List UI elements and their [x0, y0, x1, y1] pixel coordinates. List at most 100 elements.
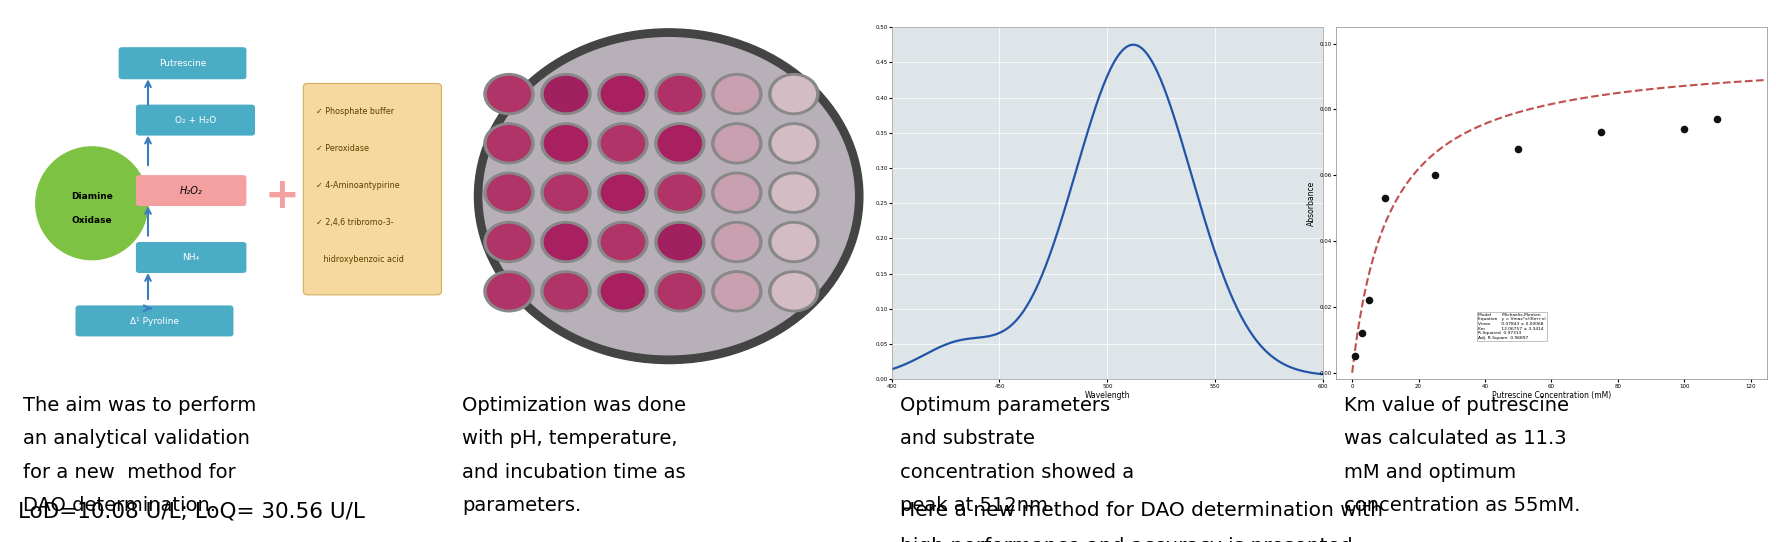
Circle shape — [487, 76, 531, 112]
Circle shape — [716, 76, 758, 112]
Text: Km value of putrescine: Km value of putrescine — [1344, 396, 1570, 415]
Circle shape — [773, 274, 815, 309]
Text: ✓ 4-Aminoantypirine: ✓ 4-Aminoantypirine — [316, 181, 400, 190]
Circle shape — [659, 274, 702, 309]
Circle shape — [483, 123, 535, 164]
Circle shape — [483, 74, 535, 114]
Circle shape — [602, 126, 645, 161]
Circle shape — [712, 172, 762, 213]
Text: concentration showed a: concentration showed a — [900, 463, 1135, 482]
Circle shape — [542, 172, 591, 213]
Text: high performance and accuracy is presented.: high performance and accuracy is present… — [900, 537, 1360, 542]
Circle shape — [655, 172, 705, 213]
Circle shape — [659, 224, 702, 260]
Circle shape — [599, 74, 648, 114]
Text: Optimization was done: Optimization was done — [462, 396, 686, 415]
Circle shape — [545, 76, 588, 112]
Text: peak at 512nm.: peak at 512nm. — [900, 496, 1055, 515]
Text: and substrate: and substrate — [900, 429, 1035, 448]
Text: O₂ + H₂O: O₂ + H₂O — [174, 116, 217, 125]
Circle shape — [773, 224, 815, 260]
Text: Oxidase: Oxidase — [71, 216, 112, 225]
Circle shape — [716, 175, 758, 210]
Ellipse shape — [483, 38, 854, 355]
Text: The aim was to perform: The aim was to perform — [23, 396, 256, 415]
Circle shape — [773, 126, 815, 161]
Circle shape — [655, 74, 705, 114]
Circle shape — [712, 74, 762, 114]
Text: Putrescine: Putrescine — [158, 59, 206, 68]
Point — [1421, 171, 1449, 179]
Point — [1588, 128, 1616, 137]
Circle shape — [659, 175, 702, 210]
Circle shape — [602, 76, 645, 112]
Circle shape — [599, 172, 648, 213]
Text: an analytical validation: an analytical validation — [23, 429, 250, 448]
Text: concentration as 55mM.: concentration as 55mM. — [1344, 496, 1581, 515]
Circle shape — [542, 222, 591, 262]
Circle shape — [769, 74, 819, 114]
Ellipse shape — [36, 147, 147, 260]
Circle shape — [773, 175, 815, 210]
Text: Model        Michaelis-Menten
Equation   y = Vmax*x/(Km+x)
Vmax        0.07843 ±: Model Michaelis-Menten Equation y = Vmax… — [1478, 313, 1547, 340]
Circle shape — [483, 172, 535, 213]
Circle shape — [602, 274, 645, 309]
Circle shape — [487, 126, 531, 161]
Circle shape — [659, 126, 702, 161]
Point — [1703, 115, 1732, 124]
Circle shape — [545, 175, 588, 210]
Circle shape — [542, 74, 591, 114]
Text: ✓ Phosphate buffer: ✓ Phosphate buffer — [316, 107, 394, 116]
Circle shape — [655, 123, 705, 164]
Circle shape — [712, 222, 762, 262]
Circle shape — [769, 271, 819, 312]
Text: and incubation time as: and incubation time as — [462, 463, 686, 482]
Circle shape — [712, 123, 762, 164]
Circle shape — [659, 76, 702, 112]
Text: mM and optimum: mM and optimum — [1344, 463, 1517, 482]
Circle shape — [483, 271, 535, 312]
Text: for a new  method for: for a new method for — [23, 463, 236, 482]
Circle shape — [487, 274, 531, 309]
Text: H₂O₂: H₂O₂ — [179, 186, 202, 196]
Circle shape — [487, 175, 531, 210]
Point — [1348, 329, 1376, 338]
Circle shape — [545, 126, 588, 161]
Text: Here a new method for DAO determination with: Here a new method for DAO determination … — [900, 501, 1384, 520]
Circle shape — [712, 271, 762, 312]
Circle shape — [483, 222, 535, 262]
Text: ✓ 2,4,6 tribromo-3-: ✓ 2,4,6 tribromo-3- — [316, 218, 394, 227]
Circle shape — [599, 123, 648, 164]
FancyBboxPatch shape — [137, 242, 247, 273]
Point — [1669, 125, 1698, 133]
Circle shape — [773, 76, 815, 112]
Text: DAO determination.: DAO determination. — [23, 496, 217, 515]
Circle shape — [599, 271, 648, 312]
Text: +: + — [265, 175, 298, 217]
Circle shape — [545, 274, 588, 309]
Text: LoD=10.08 U/L; LoQ= 30.56 U/L: LoD=10.08 U/L; LoQ= 30.56 U/L — [18, 501, 364, 521]
Circle shape — [655, 271, 705, 312]
Point — [1371, 194, 1399, 203]
Y-axis label: Absorbance: Absorbance — [1307, 180, 1316, 226]
Circle shape — [602, 224, 645, 260]
Circle shape — [487, 224, 531, 260]
Text: was calculated as 11.3: was calculated as 11.3 — [1344, 429, 1566, 448]
Circle shape — [599, 222, 648, 262]
FancyBboxPatch shape — [137, 105, 256, 136]
Text: ✓ Peroxidase: ✓ Peroxidase — [316, 144, 369, 153]
Text: Optimum parameters: Optimum parameters — [900, 396, 1110, 415]
Text: Δ¹ Pyroline: Δ¹ Pyroline — [130, 317, 179, 326]
Circle shape — [769, 222, 819, 262]
Ellipse shape — [474, 29, 863, 364]
X-axis label: Wavelength: Wavelength — [1085, 391, 1130, 401]
Point — [1355, 296, 1384, 305]
Text: Diamine: Diamine — [71, 192, 114, 201]
Circle shape — [769, 172, 819, 213]
Circle shape — [542, 123, 591, 164]
Circle shape — [545, 224, 588, 260]
Text: hidroxybenzoic acid: hidroxybenzoic acid — [316, 255, 405, 264]
Point — [1341, 352, 1369, 360]
Circle shape — [716, 224, 758, 260]
Circle shape — [716, 274, 758, 309]
